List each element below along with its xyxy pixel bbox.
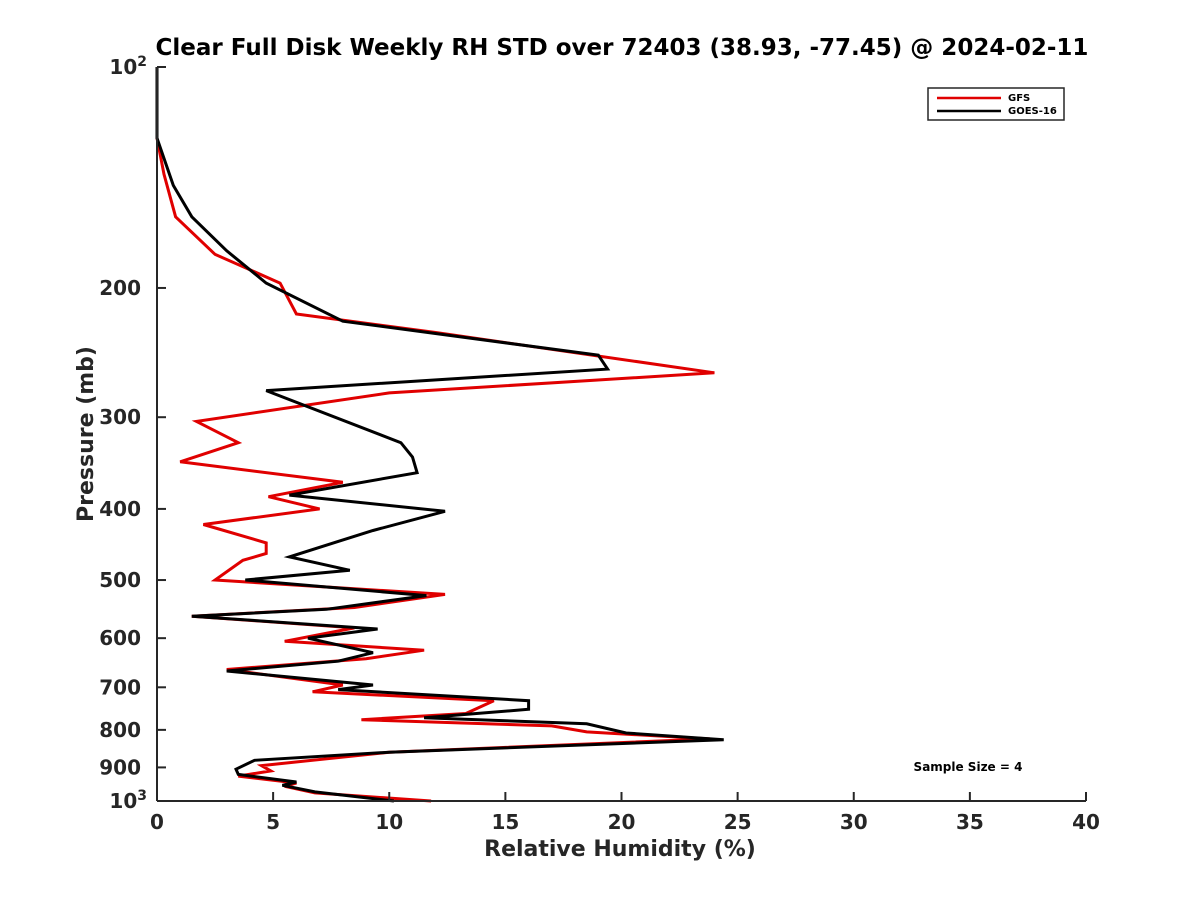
y-tick-label: 300 — [99, 405, 141, 429]
series-line-goes-16 — [155, 67, 724, 803]
y-axis-label: Pressure (mb) — [74, 346, 99, 522]
x-tick-label: 10 — [375, 810, 403, 834]
y-tick-label: 600 — [99, 626, 141, 650]
x-tick-label: 35 — [956, 810, 984, 834]
chart-title: Clear Full Disk Weekly RH STD over 72403… — [156, 35, 1089, 61]
y-tick-label: 800 — [99, 718, 141, 742]
legend-label-gfs: GFS — [1008, 93, 1030, 104]
legend: GFS GOES-16 — [927, 87, 1065, 121]
x-tick-label: 5 — [266, 810, 280, 834]
legend-label-goes-16: GOES-16 — [1008, 106, 1057, 117]
x-tick-label: 30 — [840, 810, 868, 834]
x-tick-label: 25 — [724, 810, 752, 834]
legend-box — [927, 87, 1065, 121]
y-tick-label: 900 — [99, 755, 141, 779]
x-axis-label: Relative Humidity (%) — [484, 837, 756, 862]
y-tick-label: 102 — [109, 54, 147, 79]
x-tick-label: 0 — [150, 810, 164, 834]
y-ticks: 102 200 300 400 500 600 700 800 900 103 — [99, 54, 166, 813]
sample-size-annotation: Sample Size = 4 — [914, 760, 1023, 774]
y-tick-label: 500 — [99, 568, 141, 592]
y-tick-label: 103 — [109, 788, 147, 813]
series-layer — [155, 67, 724, 803]
y-tick-label: 200 — [99, 276, 141, 300]
y-tick-label: 400 — [99, 497, 141, 521]
x-tick-label: 15 — [491, 810, 519, 834]
x-tick-label: 40 — [1072, 810, 1100, 834]
y-tick-label: 700 — [99, 675, 141, 699]
x-tick-label: 20 — [608, 810, 636, 834]
x-ticks: 0 5 10 15 20 25 30 35 40 — [150, 792, 1100, 834]
